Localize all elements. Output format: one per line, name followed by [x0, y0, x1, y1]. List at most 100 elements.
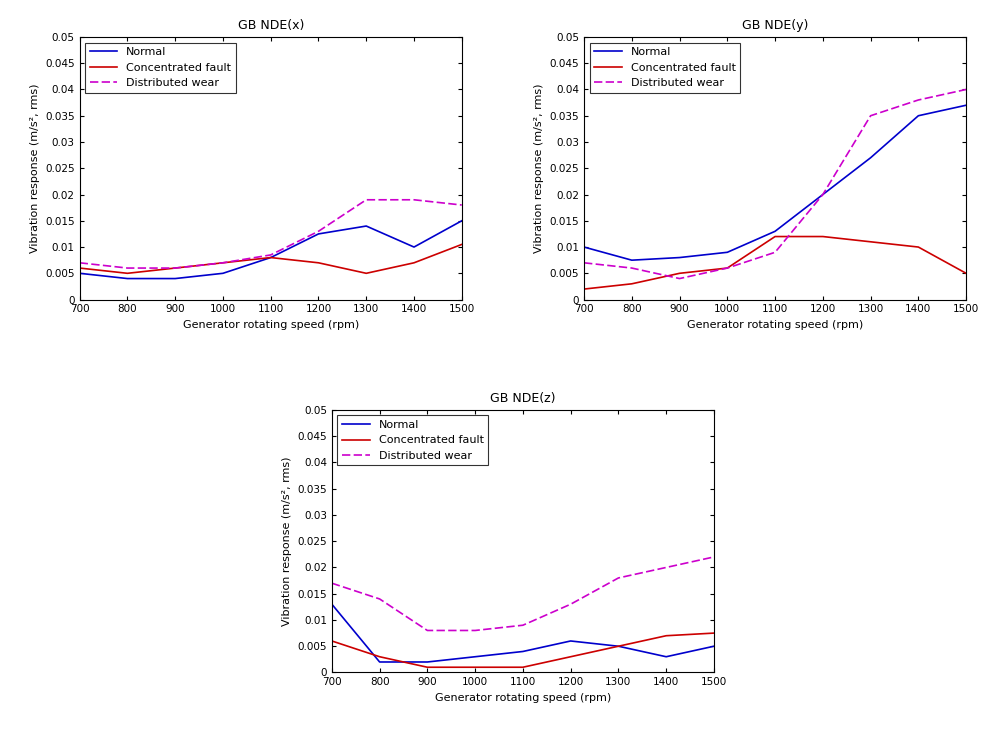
Distributed wear — [769, 248, 781, 256]
Concentrated fault — [517, 663, 529, 672]
Line: Concentrated fault: Concentrated fault — [332, 633, 714, 667]
Distributed wear — [708, 553, 720, 562]
Distributed wear — [374, 594, 385, 603]
Concentrated fault — [565, 653, 577, 661]
X-axis label: Generator rotating speed (rpm): Generator rotating speed (rpm) — [435, 693, 611, 703]
Normal — [960, 101, 972, 109]
Normal — [74, 269, 86, 278]
Distributed wear — [613, 573, 624, 582]
Distributed wear — [169, 264, 181, 273]
Concentrated fault — [313, 259, 325, 268]
Normal — [660, 653, 672, 661]
Concentrated fault — [408, 259, 420, 268]
Normal — [865, 153, 876, 162]
Normal — [456, 217, 468, 225]
Distributed wear — [408, 195, 420, 204]
Concentrated fault — [769, 232, 781, 241]
Normal — [469, 653, 481, 661]
Concentrated fault — [326, 636, 338, 645]
Concentrated fault — [912, 242, 924, 251]
Concentrated fault — [817, 232, 829, 241]
Concentrated fault — [265, 253, 277, 262]
Concentrated fault — [673, 269, 685, 278]
Concentrated fault — [613, 641, 624, 650]
Concentrated fault — [660, 631, 672, 640]
Legend: Normal, Concentrated fault, Distributed wear: Normal, Concentrated fault, Distributed … — [338, 415, 488, 466]
Concentrated fault — [469, 663, 481, 672]
Normal — [769, 227, 781, 236]
Normal — [408, 242, 420, 251]
Concentrated fault — [456, 240, 468, 249]
Line: Normal: Normal — [332, 605, 714, 662]
Normal — [912, 112, 924, 120]
Distributed wear — [313, 227, 325, 236]
Concentrated fault — [374, 653, 385, 661]
Distributed wear — [660, 563, 672, 572]
Line: Distributed wear: Distributed wear — [332, 557, 714, 630]
Concentrated fault — [960, 269, 972, 278]
Distributed wear — [517, 621, 529, 630]
Distributed wear — [817, 190, 829, 199]
Normal — [217, 269, 229, 278]
Concentrated fault — [865, 237, 876, 246]
Normal — [578, 242, 590, 251]
Normal — [326, 600, 338, 609]
Normal — [673, 253, 685, 262]
Distributed wear — [912, 95, 924, 104]
Title: GB NDE(z): GB NDE(z) — [490, 392, 556, 404]
Normal — [625, 256, 637, 265]
Normal — [421, 658, 433, 667]
Normal — [517, 647, 529, 656]
Legend: Normal, Concentrated fault, Distributed wear: Normal, Concentrated fault, Distributed … — [86, 43, 236, 92]
Concentrated fault — [578, 285, 590, 293]
Distributed wear — [122, 264, 133, 273]
Distributed wear — [625, 264, 637, 273]
Distributed wear — [469, 626, 481, 635]
Line: Distributed wear: Distributed wear — [584, 89, 966, 279]
Concentrated fault — [169, 264, 181, 273]
Distributed wear — [421, 626, 433, 635]
Concentrated fault — [361, 269, 373, 278]
X-axis label: Generator rotating speed (rpm): Generator rotating speed (rpm) — [687, 320, 864, 330]
Concentrated fault — [74, 264, 86, 273]
Y-axis label: Vibration response (m/s², rms): Vibration response (m/s², rms) — [30, 84, 40, 253]
Normal — [122, 274, 133, 283]
Normal — [361, 222, 373, 231]
Distributed wear — [74, 259, 86, 268]
Concentrated fault — [421, 663, 433, 672]
Normal — [721, 248, 733, 256]
Distributed wear — [361, 195, 373, 204]
Normal — [613, 641, 624, 650]
Distributed wear — [326, 579, 338, 588]
Distributed wear — [960, 85, 972, 94]
X-axis label: Generator rotating speed (rpm): Generator rotating speed (rpm) — [182, 320, 359, 330]
Line: Concentrated fault: Concentrated fault — [584, 236, 966, 289]
Title: GB NDE(x): GB NDE(x) — [237, 18, 304, 32]
Y-axis label: Vibration response (m/s², rms): Vibration response (m/s², rms) — [282, 457, 292, 626]
Normal — [708, 641, 720, 650]
Concentrated fault — [122, 269, 133, 278]
Concentrated fault — [217, 259, 229, 268]
Distributed wear — [565, 600, 577, 609]
Normal — [565, 636, 577, 645]
Concentrated fault — [721, 264, 733, 273]
Distributed wear — [673, 274, 685, 283]
Legend: Normal, Concentrated fault, Distributed wear: Normal, Concentrated fault, Distributed … — [590, 43, 740, 92]
Line: Distributed wear: Distributed wear — [80, 200, 462, 268]
Distributed wear — [456, 200, 468, 209]
Distributed wear — [865, 112, 876, 120]
Title: GB NDE(y): GB NDE(y) — [742, 18, 809, 32]
Normal — [169, 274, 181, 283]
Normal — [374, 658, 385, 667]
Distributed wear — [217, 259, 229, 268]
Y-axis label: Vibration response (m/s², rms): Vibration response (m/s², rms) — [534, 84, 544, 253]
Line: Normal: Normal — [80, 221, 462, 279]
Line: Normal: Normal — [584, 105, 966, 260]
Normal — [313, 230, 325, 239]
Distributed wear — [578, 259, 590, 268]
Distributed wear — [265, 251, 277, 259]
Distributed wear — [721, 264, 733, 273]
Concentrated fault — [625, 279, 637, 288]
Normal — [265, 253, 277, 262]
Normal — [817, 190, 829, 199]
